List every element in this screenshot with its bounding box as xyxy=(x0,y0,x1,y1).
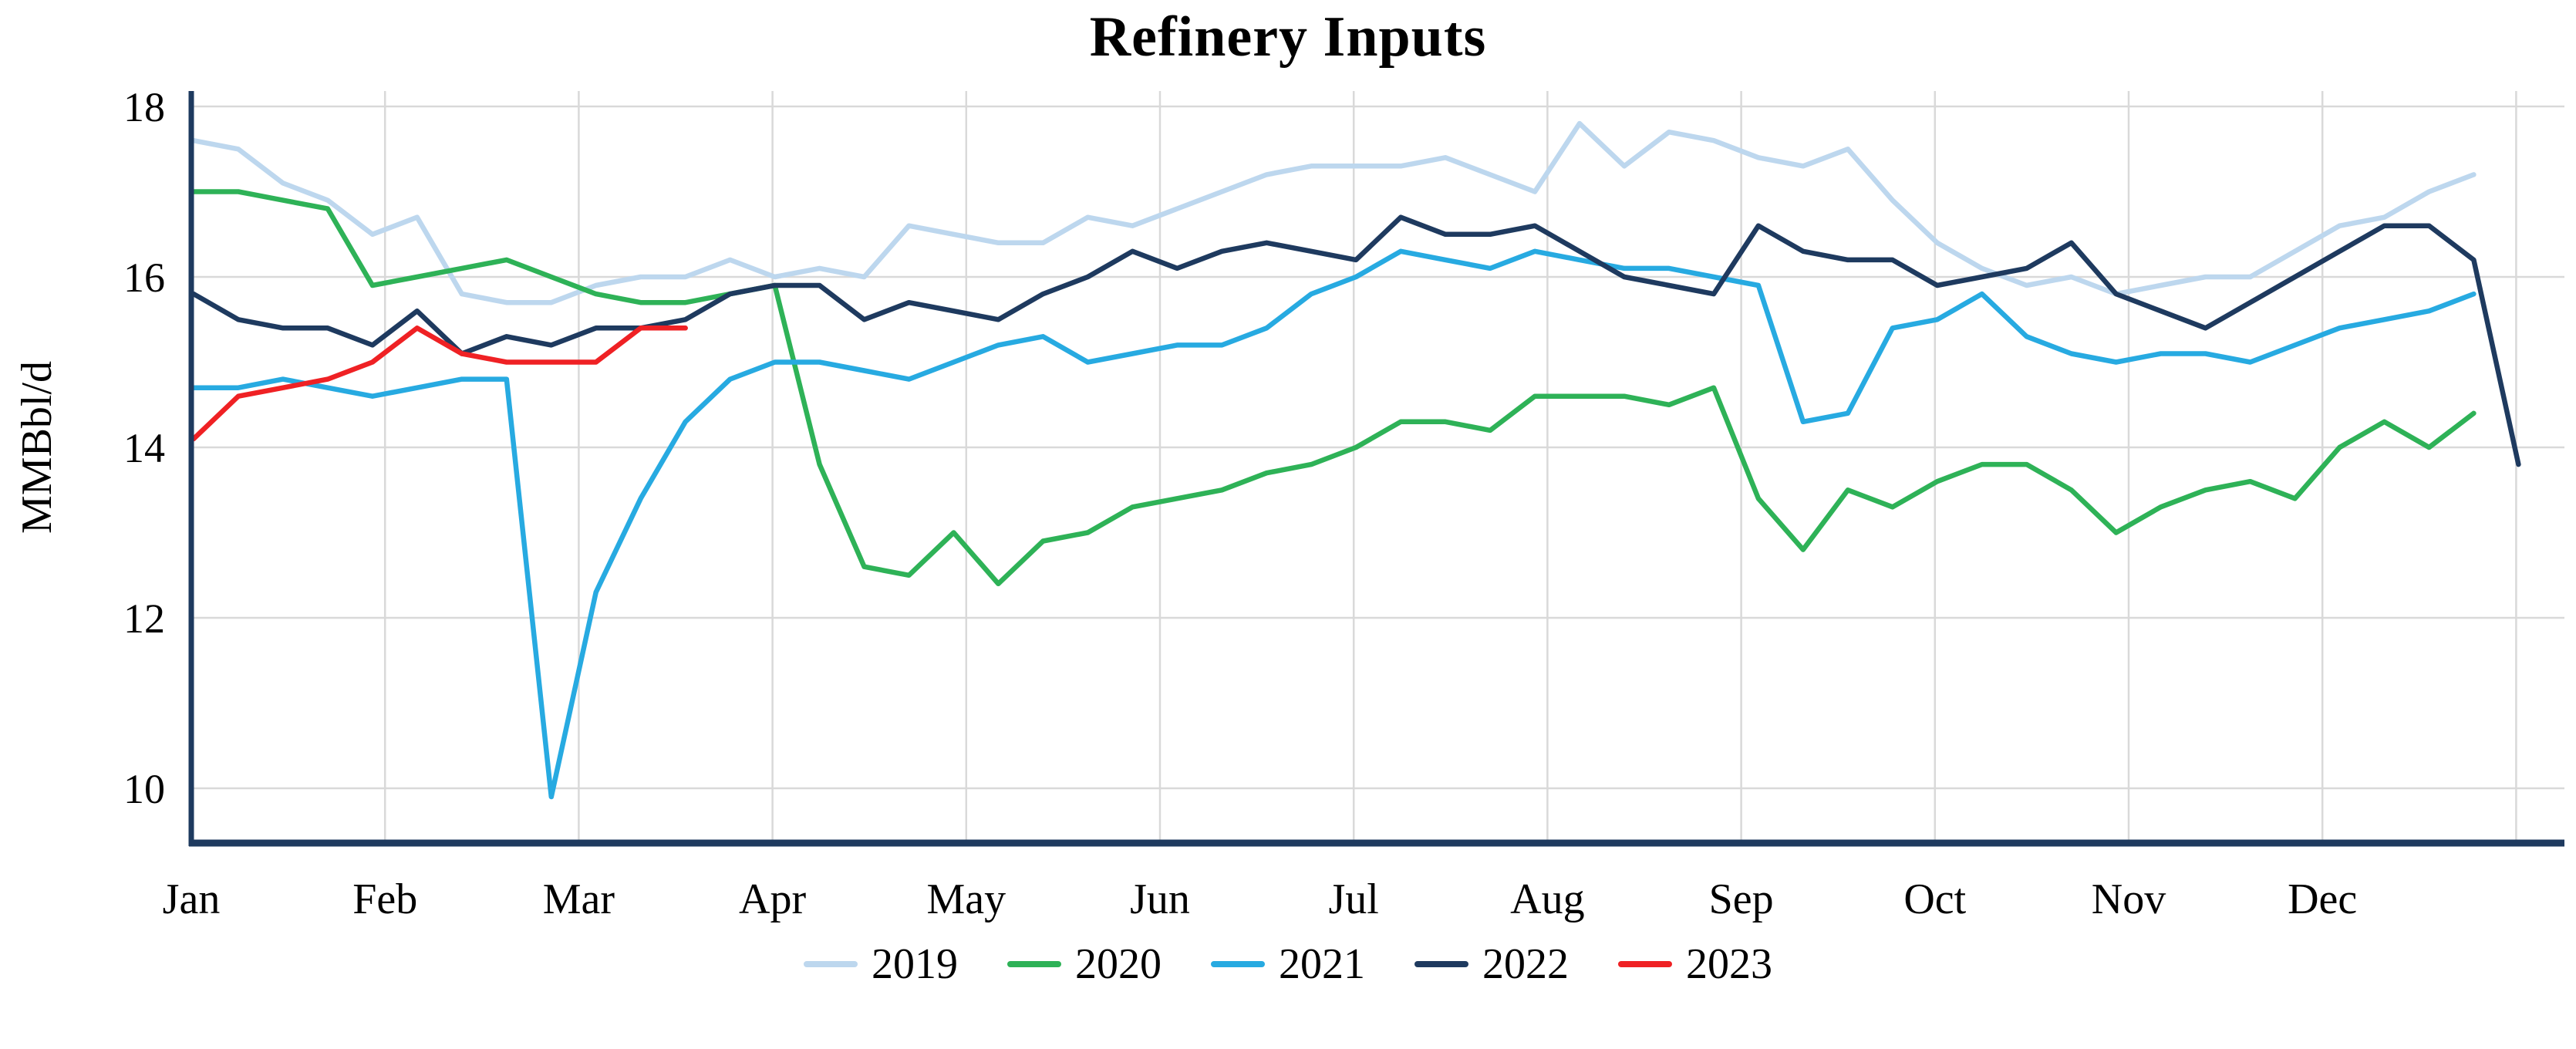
y-tick-label: 16 xyxy=(123,255,165,301)
x-tick-label: Nov xyxy=(2092,875,2166,923)
y-tick-label: 10 xyxy=(123,766,165,812)
x-tick-label: Jun xyxy=(1130,875,1190,923)
chart-legend: 2019 2020 2021 2022 2023 xyxy=(0,929,2576,999)
x-tick-label: Mar xyxy=(543,875,615,923)
legend-label: 2023 xyxy=(1686,940,1772,988)
x-tick-label: Aug xyxy=(1510,875,1584,923)
x-tick-label: Jul xyxy=(1329,875,1379,923)
series-line-2020 xyxy=(191,189,2477,587)
legend-item-2023: 2023 xyxy=(1618,939,1772,989)
legend-label: 2019 xyxy=(872,940,958,988)
x-tick-label: Oct xyxy=(1903,875,1966,923)
legend-item-2019: 2019 xyxy=(804,939,958,989)
series-line-2022 xyxy=(191,214,2521,467)
x-tick-label: Apr xyxy=(739,875,806,923)
x-tick-label: May xyxy=(926,875,1006,923)
y-tick-label: 14 xyxy=(123,425,165,471)
legend-swatch-2022 xyxy=(1414,961,1468,967)
legend-item-2021: 2021 xyxy=(1211,939,1365,989)
legend-item-2020: 2020 xyxy=(1007,939,1162,989)
y-tick-label: 18 xyxy=(123,84,165,130)
legend-label: 2021 xyxy=(1279,940,1365,988)
legend-swatch-2020 xyxy=(1007,961,1061,967)
legend-swatch-2019 xyxy=(804,961,858,967)
series-line-2023 xyxy=(191,325,688,442)
series-line-2021 xyxy=(191,248,2477,800)
x-tick-label: Sep xyxy=(1709,875,1774,923)
legend-swatch-2021 xyxy=(1211,961,1265,967)
chart-title: Refinery Inputs xyxy=(1089,5,1487,69)
legend-label: 2020 xyxy=(1075,940,1162,988)
legend-swatch-2023 xyxy=(1618,961,1672,967)
series-line-2019 xyxy=(191,120,2477,305)
x-tick-label: Jan xyxy=(163,875,221,923)
legend-item-2022: 2022 xyxy=(1414,939,1569,989)
legend-label: 2022 xyxy=(1482,940,1569,988)
x-tick-label: Feb xyxy=(352,875,417,923)
x-tick-label: Dec xyxy=(2288,875,2357,923)
y-tick-label: 12 xyxy=(123,595,165,642)
